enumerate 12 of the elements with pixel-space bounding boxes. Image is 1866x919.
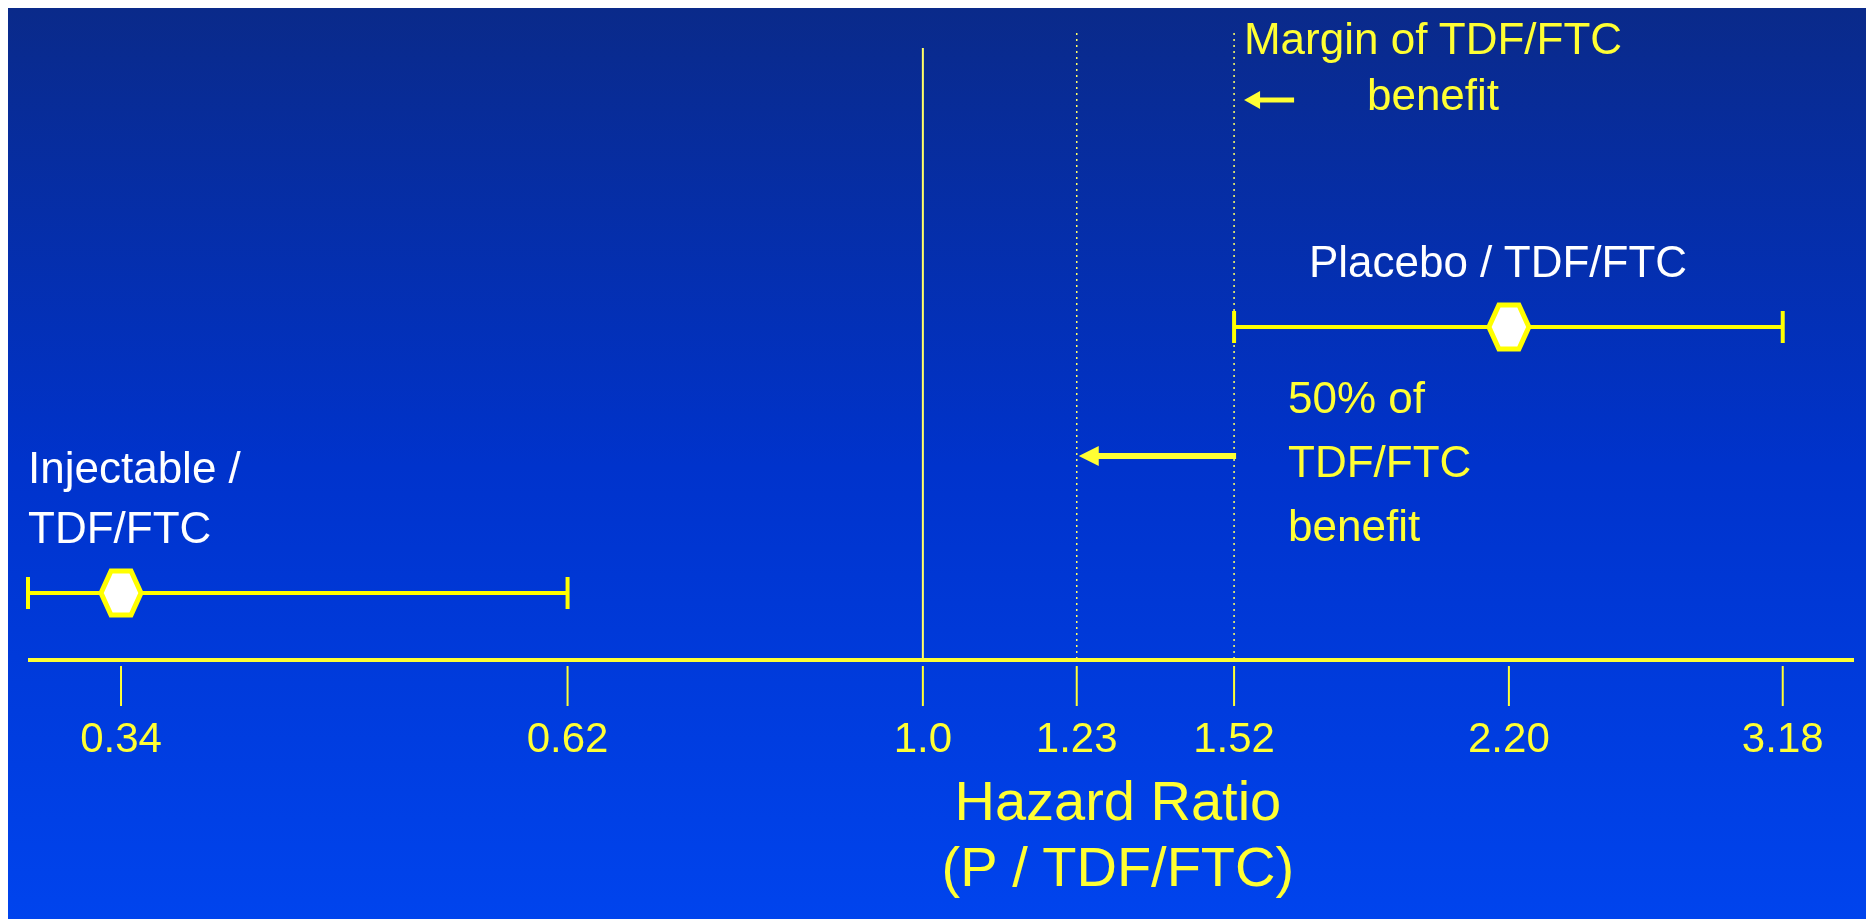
x-tick-label: 1.52	[1193, 714, 1275, 761]
x-tick-label: 2.20	[1468, 714, 1550, 761]
annotation: 50% of TDF/FTC benefit	[1288, 373, 1472, 550]
x-tick-label: 0.34	[80, 714, 162, 761]
x-axis-title: Hazard Ratio (P / TDF/FTC)	[941, 769, 1295, 898]
x-tick-label: 0.62	[526, 714, 609, 761]
series-label: Injectable / TDF/FTC	[28, 443, 242, 552]
x-tick-label: 3.18	[1741, 714, 1824, 761]
x-tick-label: 1.23	[1035, 714, 1118, 761]
annotation: Margin of TDF/FTC benefit	[1243, 14, 1623, 119]
series-label: Placebo / TDF/FTC	[1308, 237, 1688, 286]
x-tick-label: 1.0	[893, 714, 953, 761]
